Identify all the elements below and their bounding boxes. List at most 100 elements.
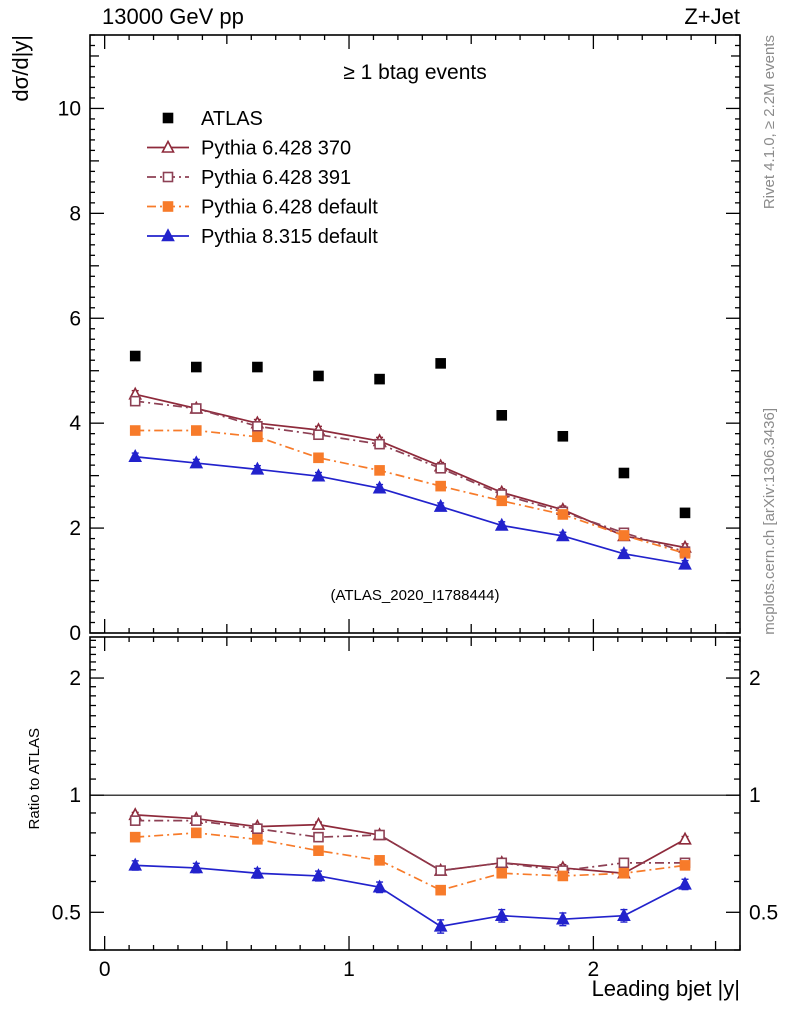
square-filled-marker	[190, 827, 202, 839]
square-open-marker	[618, 857, 630, 869]
series-line	[135, 400, 686, 553]
triangle-filled-marker	[556, 528, 570, 542]
triangle-filled-marker	[250, 461, 265, 475]
x-tick-label: 0	[99, 958, 111, 981]
y-tick-label: 1	[69, 784, 81, 807]
x-axis-label: Leading bjet |y|	[591, 976, 740, 1001]
triangle-open-marker	[311, 816, 326, 830]
main-panel: 0 2 4 6 8 10	[58, 34, 741, 645]
square-open-marker	[374, 829, 385, 841]
square-open-marker	[496, 857, 508, 869]
square-filled-marker	[252, 431, 263, 443]
x-tick-label: 1	[343, 958, 355, 981]
series-pythia-6-428-391	[129, 395, 691, 557]
triangle-open-marker	[161, 139, 175, 153]
square-filled-marker	[374, 465, 385, 476]
beam-energy-label: 13000 GeV pp	[102, 4, 244, 29]
square-filled-marker	[618, 467, 630, 479]
triangle-filled-marker	[372, 879, 387, 893]
series-pythia-6-428-default	[129, 425, 691, 559]
triangle-filled-marker	[433, 498, 448, 512]
triangle-filled-marker	[128, 857, 143, 871]
square-filled-marker	[374, 855, 385, 866]
triangle-filled-marker	[311, 868, 326, 882]
square-filled-marker	[374, 373, 385, 385]
y-tick-label: 8	[69, 202, 81, 225]
y-tick-label: 2	[69, 667, 81, 690]
square-filled-marker	[557, 430, 569, 442]
series-line	[135, 393, 686, 549]
square-filled-marker	[190, 425, 202, 436]
square-open-marker	[313, 429, 324, 441]
legend-entry-pythia-6-428-370: Pythia 6.428 370	[147, 138, 351, 160]
square-open-marker	[374, 438, 385, 450]
square-open-marker	[252, 421, 263, 432]
y-tick-label-right: 1	[749, 784, 761, 807]
triangle-filled-marker	[128, 449, 143, 463]
ratio-panel: 0.5 0.5 1 1 2 2	[52, 636, 778, 951]
y-tick-label: 4	[69, 412, 81, 435]
triangle-filled-marker	[494, 517, 509, 531]
square-open-marker	[435, 462, 446, 474]
square-filled-marker	[162, 201, 174, 212]
series-line	[135, 429, 686, 555]
square-filled-marker	[435, 358, 446, 369]
series-pythia-6-428-370	[128, 807, 692, 879]
legend-label: Pythia 8.315 default	[201, 226, 378, 248]
square-filled-marker	[557, 870, 569, 882]
square-filled-marker	[618, 867, 630, 879]
series-pythia-8-315-default	[128, 449, 692, 570]
process-label: Z+Jet	[684, 4, 740, 29]
series-line	[135, 455, 686, 566]
triangle-filled-marker	[311, 468, 326, 482]
square-filled-marker	[252, 361, 263, 373]
series-pythia-6-428-default	[129, 827, 691, 896]
square-filled-marker	[557, 509, 569, 520]
square-filled-marker	[313, 452, 324, 464]
triangle-filled-marker	[433, 918, 448, 932]
square-filled-marker	[679, 547, 691, 559]
triangle-filled-marker	[372, 480, 387, 494]
square-filled-marker	[435, 480, 446, 492]
triangle-filled-marker	[189, 455, 204, 469]
series-pythia-8-315-default	[128, 857, 692, 934]
square-open-marker	[313, 831, 324, 843]
square-filled-marker	[496, 867, 508, 879]
square-filled-marker	[129, 831, 141, 843]
square-filled-marker	[190, 361, 202, 373]
y-tick-label: 2	[69, 517, 81, 540]
panel-title: ≥ 1 btag events	[343, 61, 486, 84]
series-atlas	[129, 350, 691, 519]
legend-label: Pythia 6.428 391	[201, 167, 351, 189]
triangle-open-marker	[678, 831, 692, 845]
triangle-filled-marker	[617, 546, 631, 560]
analysis-watermark: (ATLAS_2020_I1788444)	[330, 587, 499, 604]
square-filled-marker	[496, 410, 508, 421]
square-filled-marker	[679, 860, 691, 871]
square-filled-marker	[129, 425, 141, 436]
series-line	[135, 819, 686, 872]
ratio-y-axis-label: Ratio to ATLAS	[26, 728, 43, 830]
triangle-filled-marker	[678, 876, 692, 890]
series-pythia-6-428-391	[129, 815, 691, 876]
square-filled-marker	[618, 530, 630, 541]
triangle-filled-marker	[250, 865, 265, 879]
triangle-filled-marker	[678, 556, 692, 570]
triangle-filled-marker	[161, 228, 175, 242]
x-tick-label: 2	[588, 958, 600, 981]
legend-label: Pythia 6.428 default	[201, 197, 378, 219]
legend-label: ATLAS	[201, 108, 263, 130]
series-line	[135, 832, 686, 892]
triangle-filled-marker	[189, 860, 204, 874]
y-tick-label: 10	[58, 97, 81, 120]
legend: ATLAS Pythia 6.428 370 Pythia 6.428 391 Pyt…	[147, 108, 378, 248]
square-open-marker	[129, 815, 141, 826]
square-filled-marker	[252, 834, 263, 845]
y-tick-label: 0.5	[52, 901, 81, 924]
square-filled-marker	[435, 884, 446, 896]
triangle-filled-marker	[494, 907, 509, 922]
square-open-marker	[435, 865, 446, 876]
square-open-marker	[129, 395, 141, 407]
triangle-filled-marker	[556, 911, 570, 925]
